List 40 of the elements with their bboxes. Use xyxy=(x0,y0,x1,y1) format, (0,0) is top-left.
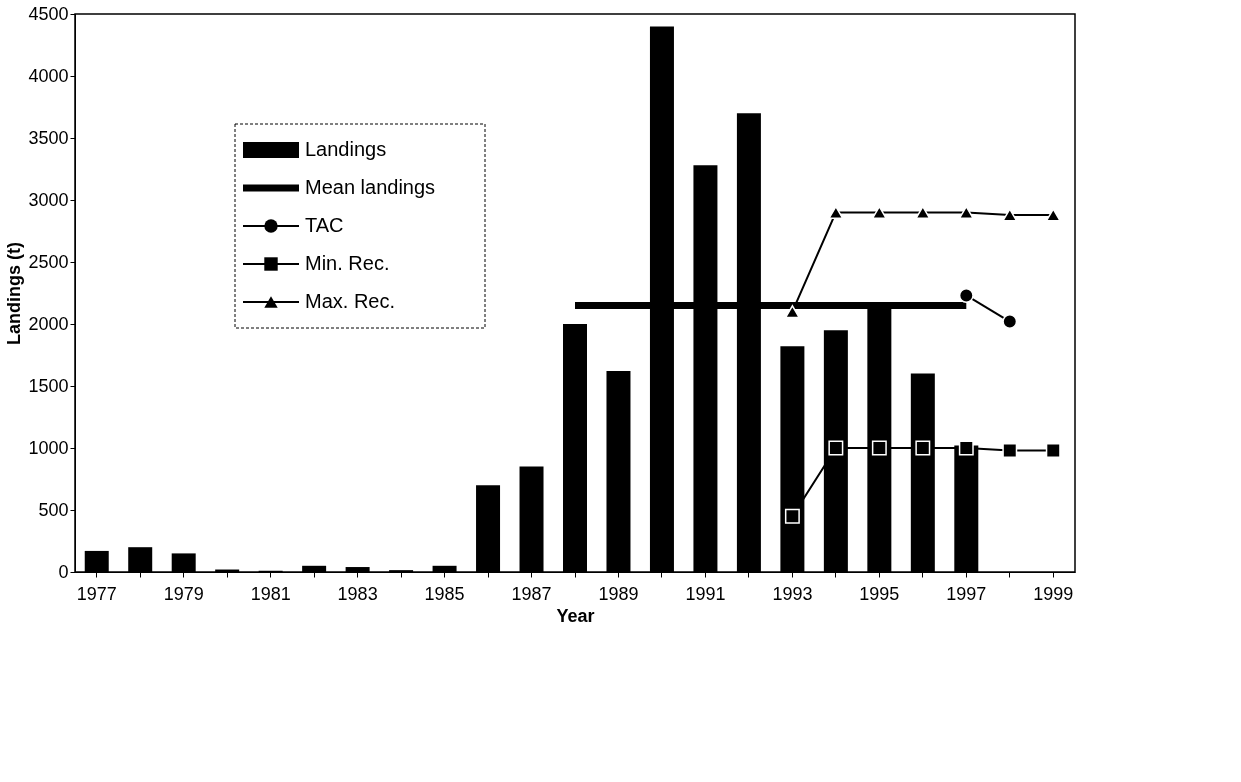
point xyxy=(1002,208,1018,222)
legend-label: Max. Rec. xyxy=(305,290,396,312)
y-axis-title: Landings (t) xyxy=(4,242,25,345)
y-tick-label: 4000 xyxy=(28,65,69,86)
legend-label: Mean landings xyxy=(305,176,436,198)
point xyxy=(784,508,800,524)
point xyxy=(958,288,974,303)
x-tick-label: 1993 xyxy=(772,583,813,604)
y-tick-label: 2000 xyxy=(28,313,69,334)
y-tick-label: 2500 xyxy=(28,251,69,272)
y-tick-label: 0 xyxy=(58,561,69,582)
y-tick-label: 500 xyxy=(38,499,69,520)
x-tick-label: 1983 xyxy=(337,583,378,604)
x-tick-label: 1981 xyxy=(250,583,291,604)
point xyxy=(1045,443,1061,458)
y-tick-label: 3000 xyxy=(28,189,69,210)
y-tick-label: 3500 xyxy=(28,127,69,148)
point xyxy=(958,440,974,456)
point xyxy=(871,440,887,456)
point xyxy=(915,440,931,456)
y-tick-label: 1000 xyxy=(28,437,69,458)
x-tick-label: 1999 xyxy=(1033,583,1074,604)
point xyxy=(1002,314,1018,329)
x-tick-label: 1991 xyxy=(685,583,726,604)
x-tick-label: 1987 xyxy=(511,583,552,604)
x-tick-label: 1977 xyxy=(76,583,117,604)
legend-label: Min. Rec. xyxy=(305,252,390,274)
x-tick-label: 1979 xyxy=(163,583,204,604)
x-axis-title: Year xyxy=(556,605,595,626)
x-tick-label: 1985 xyxy=(424,583,465,604)
x-tick-label: 1995 xyxy=(859,583,900,604)
point xyxy=(1045,208,1061,222)
y-tick-label: 4500 xyxy=(28,3,69,24)
point xyxy=(828,440,844,456)
y-tick-label: 1500 xyxy=(28,375,69,396)
legend-label: Landings xyxy=(305,138,387,160)
legend-label: TAC xyxy=(305,214,344,236)
x-tick-label: 1989 xyxy=(598,583,639,604)
x-tick-label: 1997 xyxy=(946,583,987,604)
point xyxy=(1002,443,1018,458)
